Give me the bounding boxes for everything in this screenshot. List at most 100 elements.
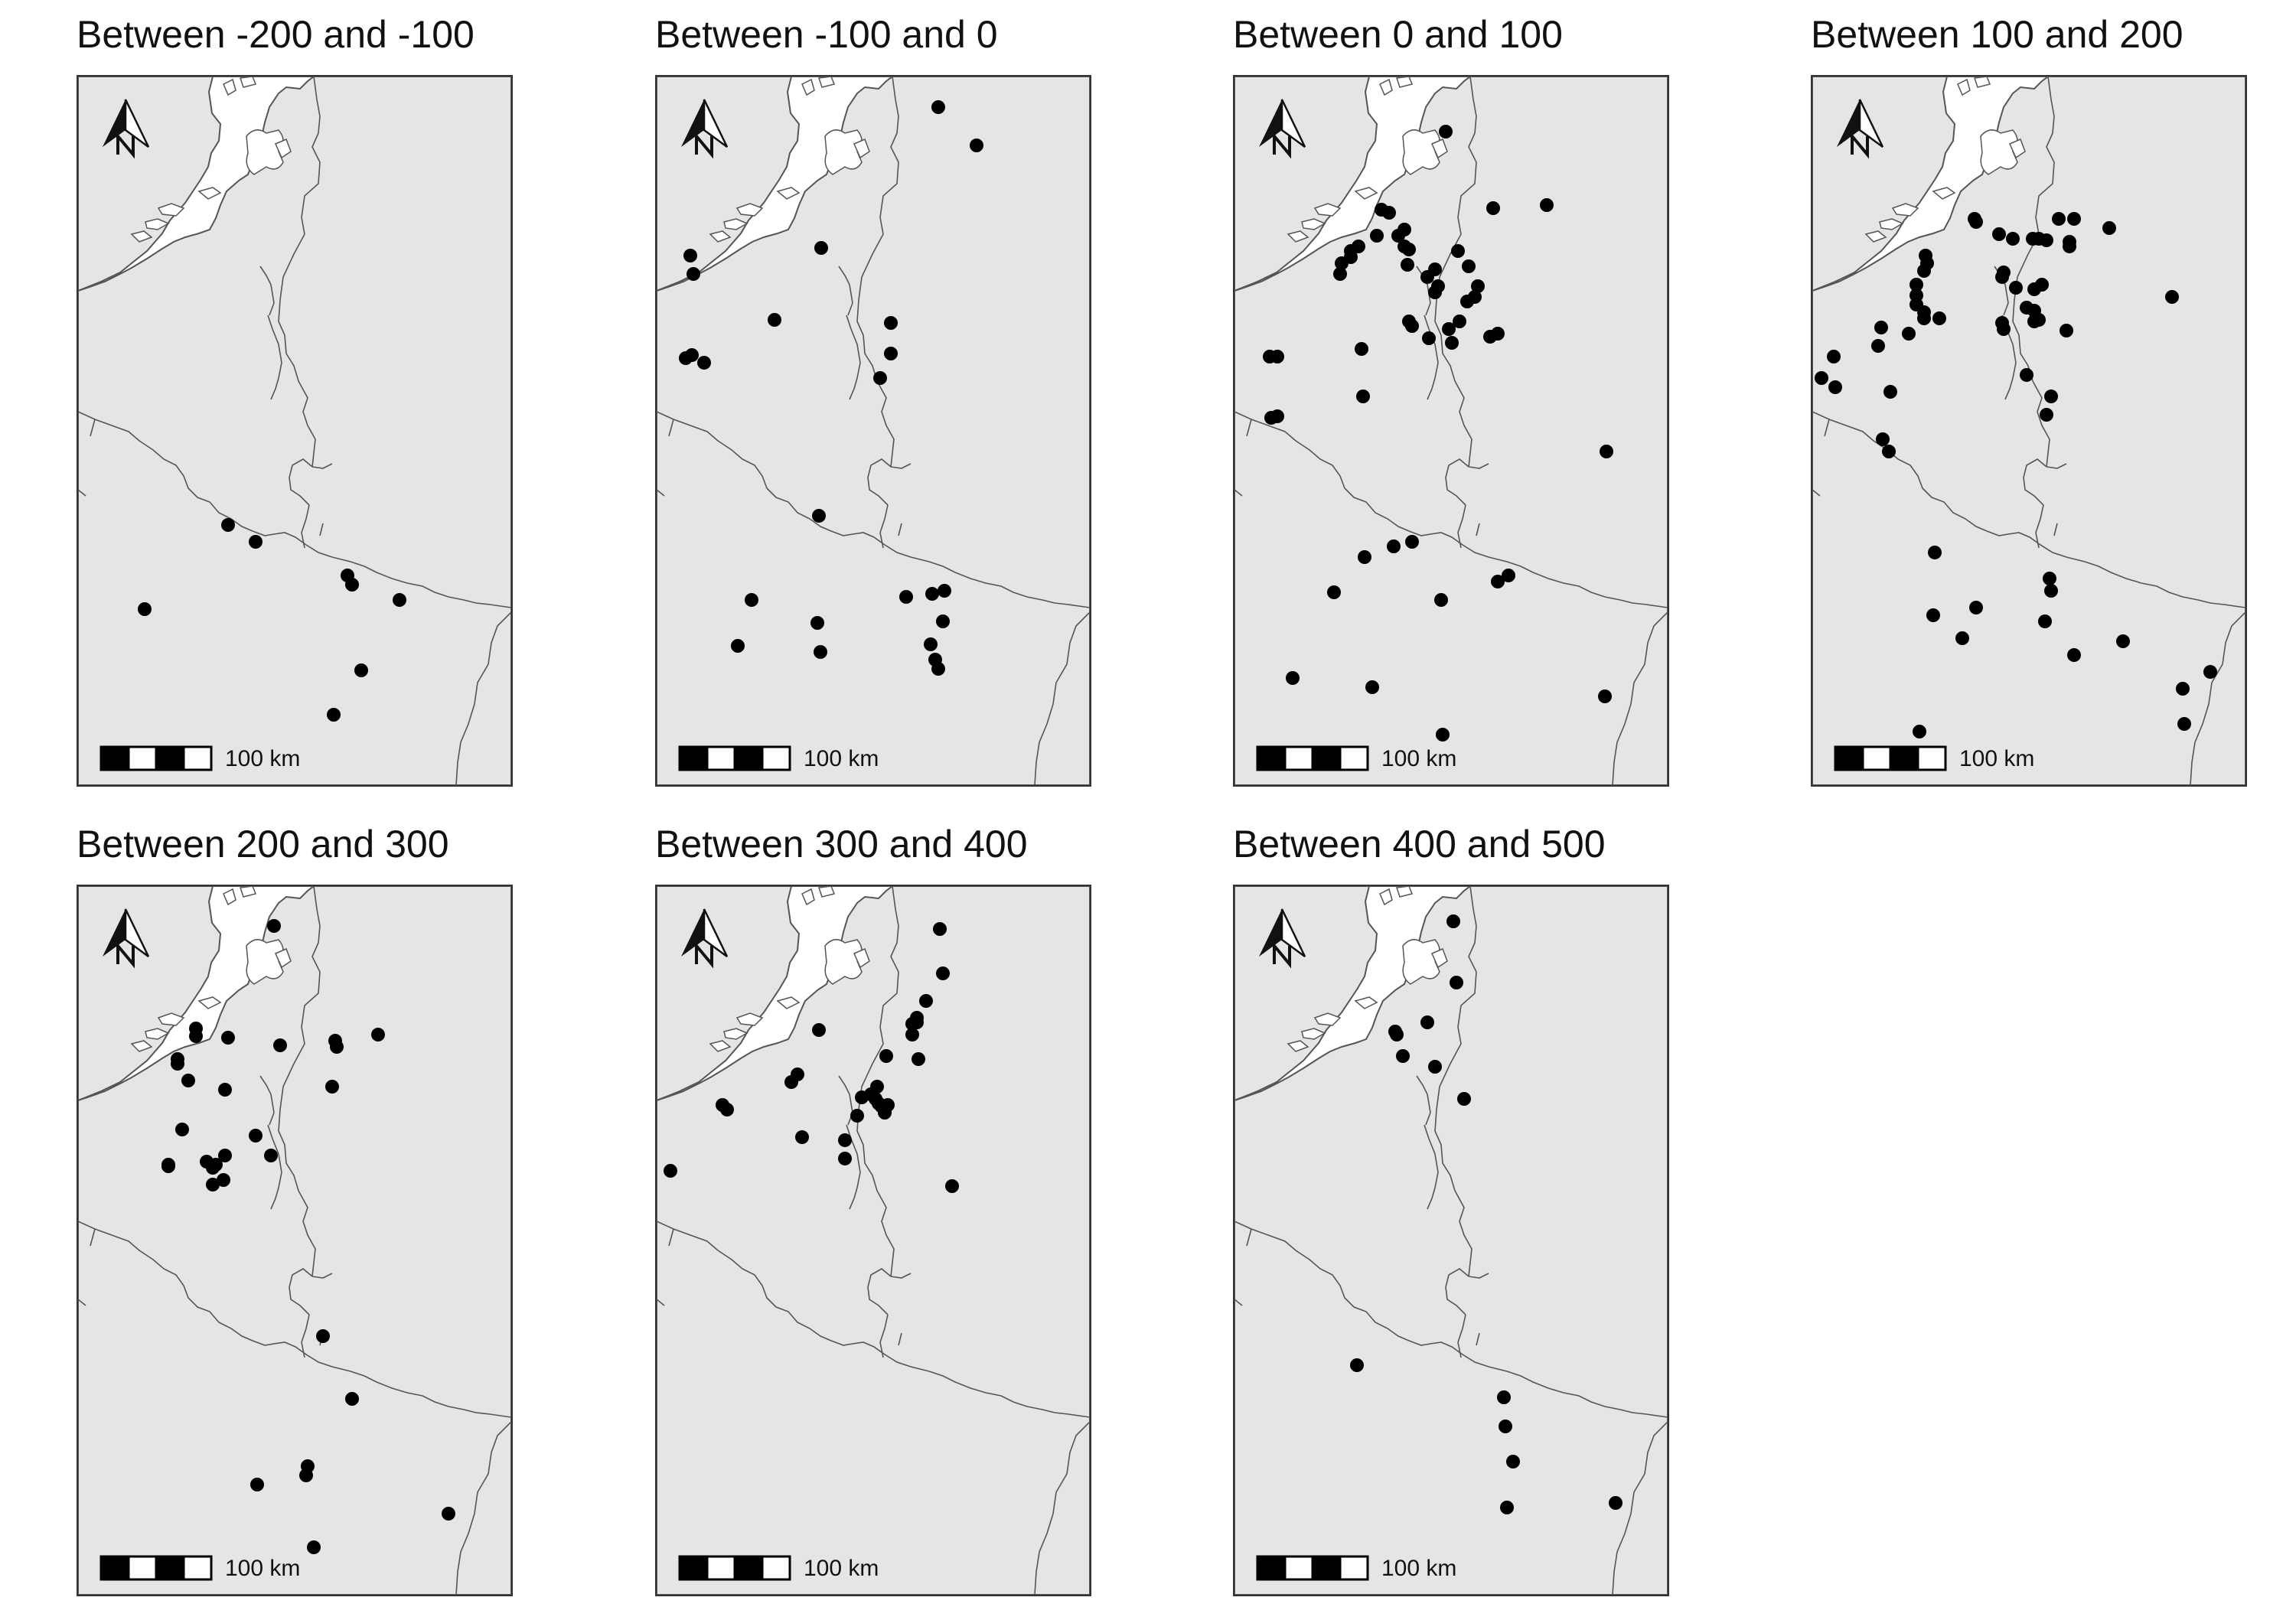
- map-point: [1460, 295, 1474, 308]
- water-body: [1864, 230, 1887, 243]
- water-body: [1379, 78, 1393, 96]
- country-border: [1612, 1421, 1668, 1595]
- water-body: [145, 218, 170, 230]
- map-point: [1405, 535, 1419, 549]
- map-point: [1917, 264, 1931, 278]
- water-body: [1891, 203, 1919, 217]
- country-border: [898, 1332, 902, 1346]
- map-point: [1882, 445, 1896, 458]
- map-point: [938, 584, 951, 598]
- country-border: [879, 504, 889, 549]
- map-point: [814, 645, 827, 659]
- country-border: [890, 463, 912, 469]
- scale-label: 100 km: [225, 746, 300, 771]
- map-panel-1: Between -200 and -100 100 km: [77, 15, 513, 787]
- map-point: [1264, 411, 1278, 425]
- map-point: [731, 639, 745, 653]
- map-point: [1356, 390, 1370, 403]
- water-body: [1379, 888, 1393, 906]
- scale-label: 100 km: [1959, 746, 2034, 771]
- map-point: [2052, 212, 2066, 226]
- map-point: [2165, 290, 2179, 304]
- water-body: [157, 203, 185, 217]
- map-point: [209, 1158, 223, 1172]
- map-point: [267, 919, 281, 933]
- country-border: [657, 489, 665, 497]
- map-point: [1333, 267, 1347, 281]
- map-point: [1876, 432, 1890, 446]
- land-area: [1812, 77, 2245, 785]
- scale-label: 100 km: [1381, 1556, 1456, 1581]
- map-point: [768, 313, 781, 327]
- water-body: [197, 996, 222, 1009]
- country-border: [838, 1075, 853, 1113]
- map-frame: 100 km: [77, 885, 513, 1596]
- north-arrow-icon: [103, 99, 150, 159]
- map-point: [1828, 380, 1842, 394]
- map-point: [687, 267, 700, 281]
- map-point: [189, 1029, 203, 1043]
- map-point: [1405, 319, 1419, 333]
- map-point: [1270, 350, 1284, 363]
- country-border: [668, 1228, 674, 1247]
- map-point: [2044, 390, 2058, 403]
- map-point: [1506, 1455, 1520, 1468]
- map-panel-4: Between 100 and 200 100 km: [1811, 15, 2247, 787]
- water-body: [1973, 77, 1991, 88]
- country-border: [269, 302, 275, 316]
- water-body: [1301, 218, 1326, 230]
- map-point: [2020, 368, 2033, 382]
- water-body: [275, 948, 292, 969]
- country-border: [267, 315, 282, 400]
- map-point: [2035, 278, 2049, 292]
- map-point: [850, 1109, 864, 1123]
- country-border: [657, 1299, 665, 1306]
- map-point: [330, 1040, 344, 1054]
- map-point: [1457, 1092, 1471, 1106]
- map-point: [1396, 1049, 1410, 1063]
- map-point: [1431, 279, 1445, 293]
- scale-label: 100 km: [804, 1556, 879, 1581]
- scale-bar: 100 km: [678, 1555, 879, 1581]
- map-point: [206, 1178, 220, 1191]
- country-border: [1445, 458, 1469, 506]
- water-body: [246, 939, 284, 985]
- country-border: [1612, 611, 1668, 785]
- map-point: [1874, 321, 1888, 334]
- map-canvas: 100 km: [78, 77, 511, 785]
- map-point: [1917, 311, 1931, 325]
- map-point: [919, 994, 933, 1008]
- map-canvas: 100 km: [78, 886, 511, 1595]
- country-border: [1812, 489, 1821, 497]
- map-point: [1483, 330, 1497, 344]
- map-point: [2006, 232, 2020, 246]
- country-border: [267, 1124, 282, 1210]
- water-body: [1313, 1012, 1342, 1026]
- map-point: [2067, 648, 2081, 662]
- country-border: [289, 1268, 313, 1315]
- country-border: [455, 1421, 511, 1595]
- map-point: [912, 1052, 925, 1066]
- map-point: [936, 614, 950, 628]
- map-point: [879, 1049, 893, 1063]
- map-point: [664, 1164, 677, 1178]
- country-border: [1234, 489, 1243, 497]
- north-arrow-icon: [1837, 99, 1884, 159]
- country-border: [1457, 504, 1466, 549]
- country-border: [1445, 1268, 1469, 1315]
- map-point: [218, 1149, 232, 1162]
- map-point: [1502, 569, 1515, 582]
- map-point: [218, 1083, 232, 1097]
- water-body: [239, 886, 257, 898]
- scale-bar: 100 km: [99, 1555, 300, 1581]
- country-border: [1476, 523, 1480, 536]
- map-point: [1391, 229, 1405, 243]
- country-border: [259, 1075, 275, 1113]
- country-border: [1416, 1075, 1431, 1113]
- map-point: [925, 587, 939, 601]
- map-point: [307, 1540, 321, 1554]
- country-border: [1424, 1124, 1439, 1210]
- water-body: [1313, 203, 1342, 217]
- map-point: [1428, 1060, 1442, 1074]
- map-point: [1382, 206, 1396, 220]
